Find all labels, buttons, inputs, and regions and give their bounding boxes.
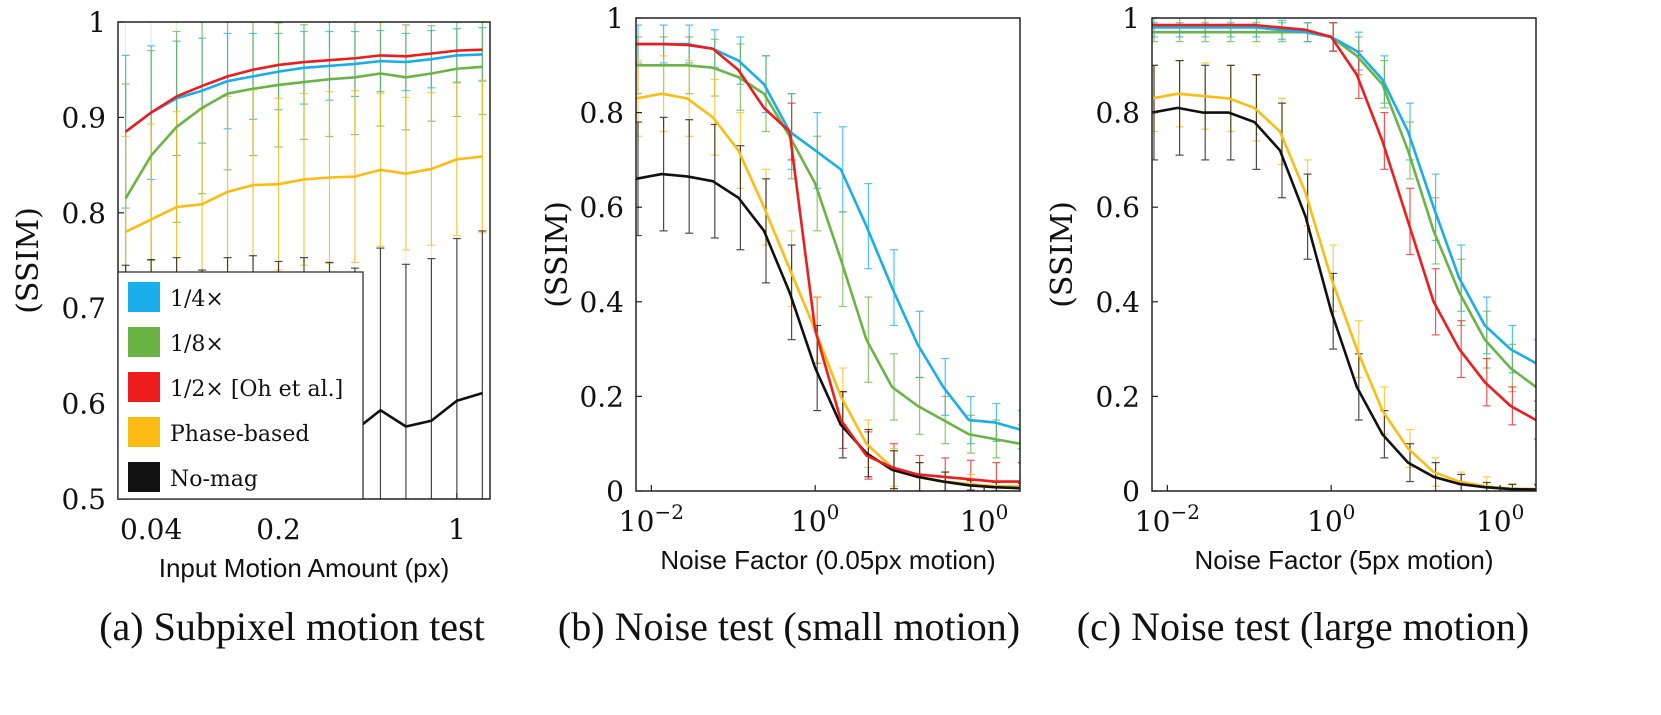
ytick-label-3: 0.6 [579, 191, 624, 224]
legend-swatch-phase-based [128, 417, 160, 447]
errorbar-no-mag-4 [736, 145, 745, 251]
legend-swatch-1-2-oh-et-al [128, 372, 160, 402]
panel-caption: (a) Subpixel motion test [99, 604, 485, 649]
errorbar-1-8-9 [864, 296, 873, 383]
errorbar-no-mag-6 [787, 244, 796, 341]
plot-area [1152, 18, 1536, 491]
xtick-label-1: 100 [791, 500, 839, 538]
errorbar-no-mag-13 [452, 237, 461, 499]
errorbar-1-2-oh-et-al-9 [1380, 111, 1389, 170]
xtick-label-2: 100 [1476, 500, 1524, 538]
series-line-phase-based [125, 155, 483, 234]
errorbar-1-2-oh-et-al-13 [1482, 357, 1491, 407]
errorbar-1-2-oh-et-al-12 [1457, 320, 1466, 379]
ytick-label-2: 0.4 [579, 286, 624, 319]
legend-swatch-no-mag [128, 462, 160, 492]
xtick-label-2: 100 [960, 500, 1008, 538]
ytick-label-1: 0.2 [1095, 380, 1140, 413]
panel-noise-small-motion: 0 0.2 0.4 0.6 0.8 1 10−2 100 100 Noise Factor (0.… [540, 2, 1021, 649]
errorbar-no-mag-4 [1252, 74, 1261, 170]
errorbar-no-mag-14 [478, 230, 487, 499]
ytick-label-5: 1 [88, 6, 106, 39]
legend-label-no-mag: No-mag [170, 467, 258, 492]
errorbar-no-mag-6 [1303, 173, 1312, 260]
ytick-label-3: 0.6 [1095, 191, 1140, 224]
ytick-label-1: 0.2 [579, 380, 624, 413]
legend-swatch-1-8 [128, 327, 160, 357]
ytick-label-5: 1 [606, 2, 624, 35]
panel-caption: (b) Noise test (small motion) [558, 604, 1020, 649]
xtick-label-2: 1 [448, 513, 466, 546]
ytick-label-4: 0.8 [579, 97, 624, 130]
plot-frame [635, 17, 1021, 492]
y-axis-label: (SSIM) [1045, 201, 1080, 308]
errorbar-no-mag-5 [762, 178, 770, 284]
xtick-label-0: 10−2 [1135, 500, 1200, 538]
errorbar-1-8-10 [1406, 121, 1414, 180]
series-line-1-4 [1152, 26, 1536, 365]
ytick-label-2: 0.7 [61, 292, 106, 325]
series-line-no-mag [1152, 106, 1536, 491]
x-axis-label: Noise Factor (5px motion) [1194, 545, 1493, 575]
errorbar-no-mag-12 [427, 257, 436, 499]
errorbar-1-8-8 [838, 211, 847, 308]
errorbar-no-mag-11 [401, 263, 410, 499]
ytick-label-0: 0 [606, 475, 624, 508]
legend-label-1-2-oh-et-al: 1/2× [Oh et al.] [170, 377, 343, 402]
ytick-label-0: 0.5 [61, 483, 106, 516]
errorbar-no-mag-5 [1278, 102, 1286, 199]
ytick-label-4: 0.8 [1095, 97, 1140, 130]
plot-area [636, 24, 1020, 491]
legend-label-1-4: 1/4× [170, 287, 224, 312]
errorbar-1-8-5 [762, 55, 770, 133]
legend-label-1-8: 1/8× [170, 332, 224, 357]
y-axis-label: (SSIM) [11, 207, 46, 314]
errorbar-1-2-oh-et-al-11 [1431, 268, 1440, 336]
legend-label-phase-based: Phase-based [170, 422, 309, 447]
xtick-label-0: 0.04 [120, 513, 182, 546]
series-line-1-8 [124, 65, 483, 200]
errorbar-1-4-9 [864, 182, 873, 270]
x-axis-label: Input Motion Amount (px) [159, 553, 449, 583]
series-line-no-mag [636, 172, 1020, 490]
legend-swatch-1-4 [128, 282, 160, 312]
ytick-label-5: 1 [1122, 2, 1140, 35]
y-axis-label: (SSIM) [540, 201, 575, 308]
x-axis-label: Noise Factor (0.05px motion) [660, 545, 995, 575]
legend: 1/4× 1/8× 1/2× [Oh et al.] Phase-based No-ma… [117, 271, 364, 500]
xtick-label-1: 0.2 [256, 513, 301, 546]
plot-frame [1151, 17, 1537, 492]
ytick-label-4: 0.9 [61, 101, 106, 134]
series-line-1-2-oh-et-al [124, 48, 483, 133]
errorbar-1-4-10 [890, 249, 898, 327]
ytick-label-0: 0 [1122, 475, 1140, 508]
series-line-1-2-oh-et-al [636, 42, 1020, 483]
ytick-label-3: 0.8 [61, 197, 106, 230]
ytick-label-1: 0.6 [61, 388, 106, 421]
series-line-1-4 [124, 53, 483, 133]
errorbar-no-mag-10 [376, 247, 385, 499]
panel-subpixel-motion: 0.5 0.6 0.7 0.8 0.9 1 0.04 0.2 1 Input Motion Amo… [11, 6, 491, 649]
errorbar-1-2-oh-et-al-10 [1406, 187, 1414, 256]
xtick-label-0: 10−2 [619, 500, 684, 538]
series-line-1-2-oh-et-al [1152, 23, 1536, 422]
series-line-phase-based [1152, 92, 1536, 491]
series-line-1-8 [636, 64, 1020, 445]
errorbar-1-8-11 [1431, 197, 1440, 265]
series-line-phase-based [636, 92, 1020, 488]
xtick-label-1: 100 [1307, 500, 1355, 538]
panel-caption: (c) Noise test (large motion) [1077, 604, 1529, 649]
panel-noise-large-motion: 0 0.2 0.4 0.6 0.8 1 10−2 100 100 Noise Factor (5p… [1045, 2, 1537, 649]
ytick-label-2: 0.4 [1095, 286, 1140, 319]
series-line-1-8 [1152, 30, 1536, 388]
